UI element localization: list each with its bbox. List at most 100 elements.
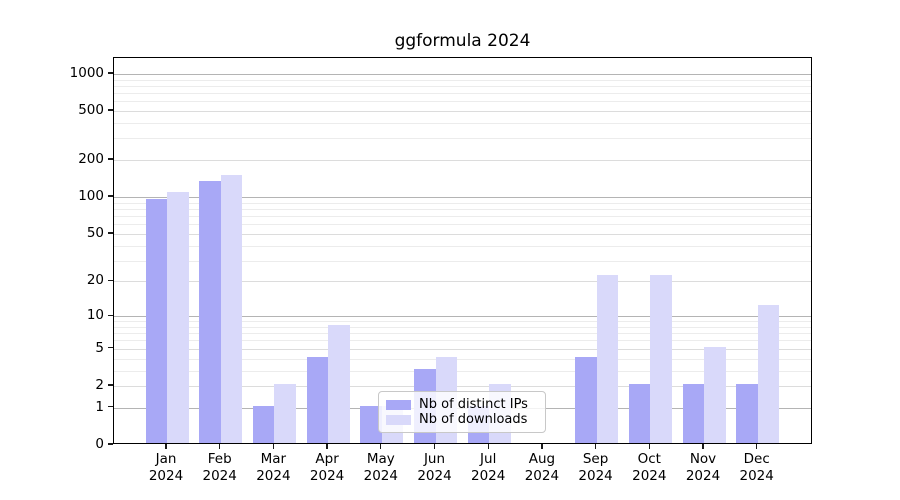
legend-label-downloads: Nb of downloads bbox=[419, 412, 528, 427]
plot-area: Nb of distinct IPs Nb of downloads bbox=[113, 57, 812, 444]
gridline bbox=[114, 385, 811, 387]
gridline bbox=[114, 111, 811, 113]
y-tick-label: 2 bbox=[95, 376, 104, 393]
y-tick-mark bbox=[108, 279, 113, 282]
y-tick-label: 20 bbox=[86, 272, 104, 289]
y-tick-label: 0 bbox=[95, 436, 104, 452]
y-tick-label: 1 bbox=[95, 398, 104, 415]
x-tick-label: May 2024 bbox=[363, 451, 398, 484]
x-tick-label: Nov 2024 bbox=[685, 451, 721, 484]
legend: Nb of distinct IPs Nb of downloads bbox=[378, 391, 546, 433]
legend-item-downloads: Nb of downloads bbox=[386, 412, 537, 427]
bar-downloads-apr bbox=[328, 325, 350, 443]
x-tick-mark bbox=[219, 444, 221, 449]
y-tick-mark bbox=[108, 232, 113, 234]
y-tick-mark bbox=[108, 72, 113, 74]
gridline bbox=[114, 281, 811, 283]
gridline-minor bbox=[114, 370, 811, 372]
gridline-minor bbox=[114, 216, 811, 218]
x-tick-label: Aug 2024 bbox=[524, 451, 560, 484]
gridline-minor bbox=[114, 333, 811, 335]
y-tick-label: 5 bbox=[95, 339, 104, 356]
y-tick-mark bbox=[108, 314, 113, 316]
x-tick-mark bbox=[756, 444, 758, 449]
y-tick-mark bbox=[108, 195, 113, 197]
legend-swatch-downloads bbox=[386, 414, 411, 425]
gridline-minor bbox=[114, 245, 811, 247]
x-tick-label: Jul 2024 bbox=[471, 451, 506, 484]
x-tick-label: Jan 2024 bbox=[148, 451, 184, 484]
gridline-minor bbox=[114, 224, 811, 226]
gridline-minor bbox=[114, 79, 811, 81]
x-tick-label: Jun 2024 bbox=[417, 451, 452, 484]
bar-downloads-feb bbox=[220, 175, 243, 443]
gridline-minor bbox=[114, 202, 811, 204]
x-tick-mark bbox=[433, 444, 436, 449]
bar-distinct-ips-may bbox=[360, 405, 382, 443]
x-tick-label: Apr 2024 bbox=[309, 451, 345, 484]
gridline-minor bbox=[114, 208, 811, 210]
x-tick-mark bbox=[648, 444, 650, 449]
legend-item-distinct-ips: Nb of distinct IPs bbox=[386, 397, 537, 412]
legend-label-distinct-ips: Nb of distinct IPs bbox=[419, 397, 528, 412]
x-tick-mark bbox=[541, 444, 543, 449]
bar-distinct-ips-sep bbox=[575, 356, 597, 443]
y-tick-label: 100 bbox=[78, 188, 104, 205]
bar-downloads-dec bbox=[757, 305, 780, 443]
bar-downloads-mar bbox=[274, 384, 296, 443]
gridline-minor bbox=[114, 85, 811, 87]
y-tick-label: 50 bbox=[86, 224, 104, 241]
gridline-minor bbox=[114, 326, 811, 328]
gridline-minor bbox=[114, 340, 811, 342]
y-tick-label: 10 bbox=[86, 307, 104, 324]
bar-downloads-sep bbox=[596, 274, 619, 443]
gridline bbox=[114, 160, 811, 162]
bar-distinct-ips-dec bbox=[736, 384, 758, 443]
x-tick-mark bbox=[702, 444, 704, 449]
x-tick-mark bbox=[487, 444, 489, 449]
x-tick-label: Dec 2024 bbox=[739, 451, 774, 484]
x-tick-mark bbox=[165, 444, 167, 449]
bar-distinct-ips-oct bbox=[628, 384, 651, 443]
x-tick-mark bbox=[326, 444, 328, 449]
chart-title: ggformula 2024 bbox=[394, 31, 531, 51]
x-tick-mark bbox=[272, 444, 275, 449]
gridline-minor bbox=[114, 93, 811, 95]
bar-distinct-ips-jan bbox=[145, 199, 167, 443]
y-tick-label: 200 bbox=[78, 151, 104, 168]
gridline bbox=[114, 197, 811, 199]
gridline bbox=[114, 233, 811, 235]
gridline-minor bbox=[114, 138, 811, 140]
bar-downloads-oct bbox=[650, 274, 672, 443]
bar-distinct-ips-feb bbox=[199, 181, 221, 443]
y-tick-mark bbox=[108, 347, 113, 349]
x-tick-label: Mar 2024 bbox=[256, 451, 291, 484]
y-tick-label: 500 bbox=[78, 102, 104, 119]
x-tick-label: Oct 2024 bbox=[632, 451, 667, 484]
x-tick-label: Feb 2024 bbox=[202, 451, 237, 484]
y-tick-mark bbox=[108, 443, 113, 445]
y-tick-mark bbox=[108, 109, 113, 111]
gridline-minor bbox=[114, 358, 811, 360]
y-tick-mark bbox=[108, 384, 113, 386]
gridline bbox=[114, 73, 811, 75]
bar-downloads-jan bbox=[167, 191, 189, 443]
legend-swatch-distinct-ips bbox=[386, 399, 411, 410]
gridline-minor bbox=[114, 101, 811, 103]
x-tick-label: Sep 2024 bbox=[578, 451, 613, 484]
gridline bbox=[114, 348, 811, 350]
bar-distinct-ips-mar bbox=[252, 405, 275, 443]
gridline bbox=[114, 316, 811, 318]
x-tick-mark bbox=[380, 444, 382, 449]
y-tick-label: 1000 bbox=[69, 64, 104, 81]
bar-distinct-ips-apr bbox=[306, 356, 329, 443]
bar-distinct-ips-nov bbox=[682, 384, 704, 443]
y-tick-mark bbox=[108, 406, 113, 408]
x-tick-mark bbox=[594, 444, 597, 449]
y-tick-mark bbox=[108, 158, 113, 160]
bar-downloads-nov bbox=[704, 346, 726, 443]
gridline-minor bbox=[114, 321, 811, 323]
gridline-minor bbox=[114, 123, 811, 125]
bars-layer bbox=[114, 58, 811, 443]
